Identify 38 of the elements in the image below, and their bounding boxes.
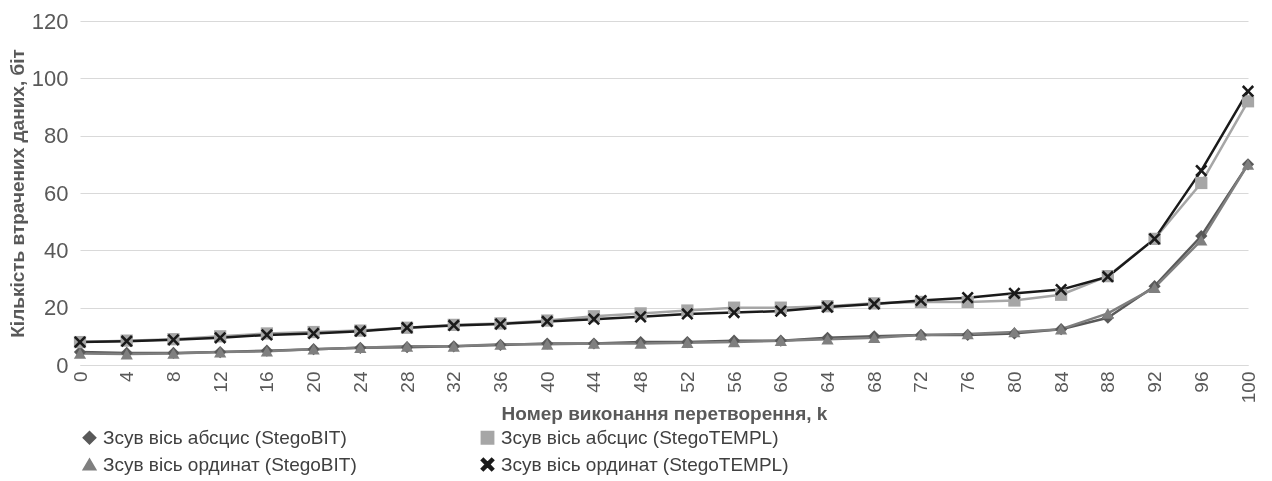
x-tick-label: 92 [1144, 371, 1166, 393]
x-tick-label: 48 [630, 371, 652, 393]
legend-label: Зсув вісь абсцис (StegoBIT) [103, 426, 347, 448]
x-tick-label: 16 [256, 371, 278, 393]
legend-label: Зсув вісь абсцис (StegoTEMPL) [501, 426, 779, 448]
y-tick-label: 20 [44, 295, 69, 321]
x-tick-label: 36 [489, 371, 511, 393]
x-tick-label: 40 [536, 371, 558, 393]
x-tick-label: 76 [957, 371, 979, 393]
x-tick-label: 80 [1003, 371, 1025, 393]
x-tick-label: 12 [209, 371, 231, 393]
x-tick-label: 64 [817, 371, 839, 393]
x-tick-label: 72 [910, 371, 932, 393]
x-tick-label: 68 [863, 371, 885, 393]
x-tick-label: 44 [583, 371, 605, 393]
y-axis-title: Кількість втрачених даних, біт [6, 49, 28, 338]
x-tick-label: 24 [349, 371, 371, 393]
legend-label: Зсув вісь ординат (StegoBIT) [103, 453, 357, 475]
y-tick-label: 120 [31, 8, 69, 34]
y-tick-label: 100 [31, 65, 69, 91]
x-tick-label: 100 [1237, 371, 1259, 404]
y-tick-label: 40 [44, 237, 69, 263]
x-tick-label: 56 [723, 371, 745, 393]
y-tick-label: 60 [44, 180, 69, 206]
x-tick-label: 28 [396, 371, 418, 393]
y-tick-label: 80 [44, 123, 69, 149]
x-tick-label: 0 [69, 371, 91, 383]
x-tick-label: 88 [1097, 371, 1119, 393]
legend-label: Зсув вісь ординат (StegoTEMPL) [501, 453, 789, 475]
x-tick-label: 4 [116, 371, 138, 383]
x-tick-label: 20 [303, 371, 325, 393]
x-tick-label: 96 [1190, 371, 1212, 393]
x-tick-label: 52 [676, 371, 698, 393]
x-tick-label: 60 [770, 371, 792, 393]
x-axis-title: Номер виконання перетворення, k [501, 403, 828, 425]
x-tick-label: 84 [1050, 371, 1072, 393]
x-tick-label: 32 [443, 371, 465, 393]
x-tick-label: 8 [162, 371, 184, 383]
